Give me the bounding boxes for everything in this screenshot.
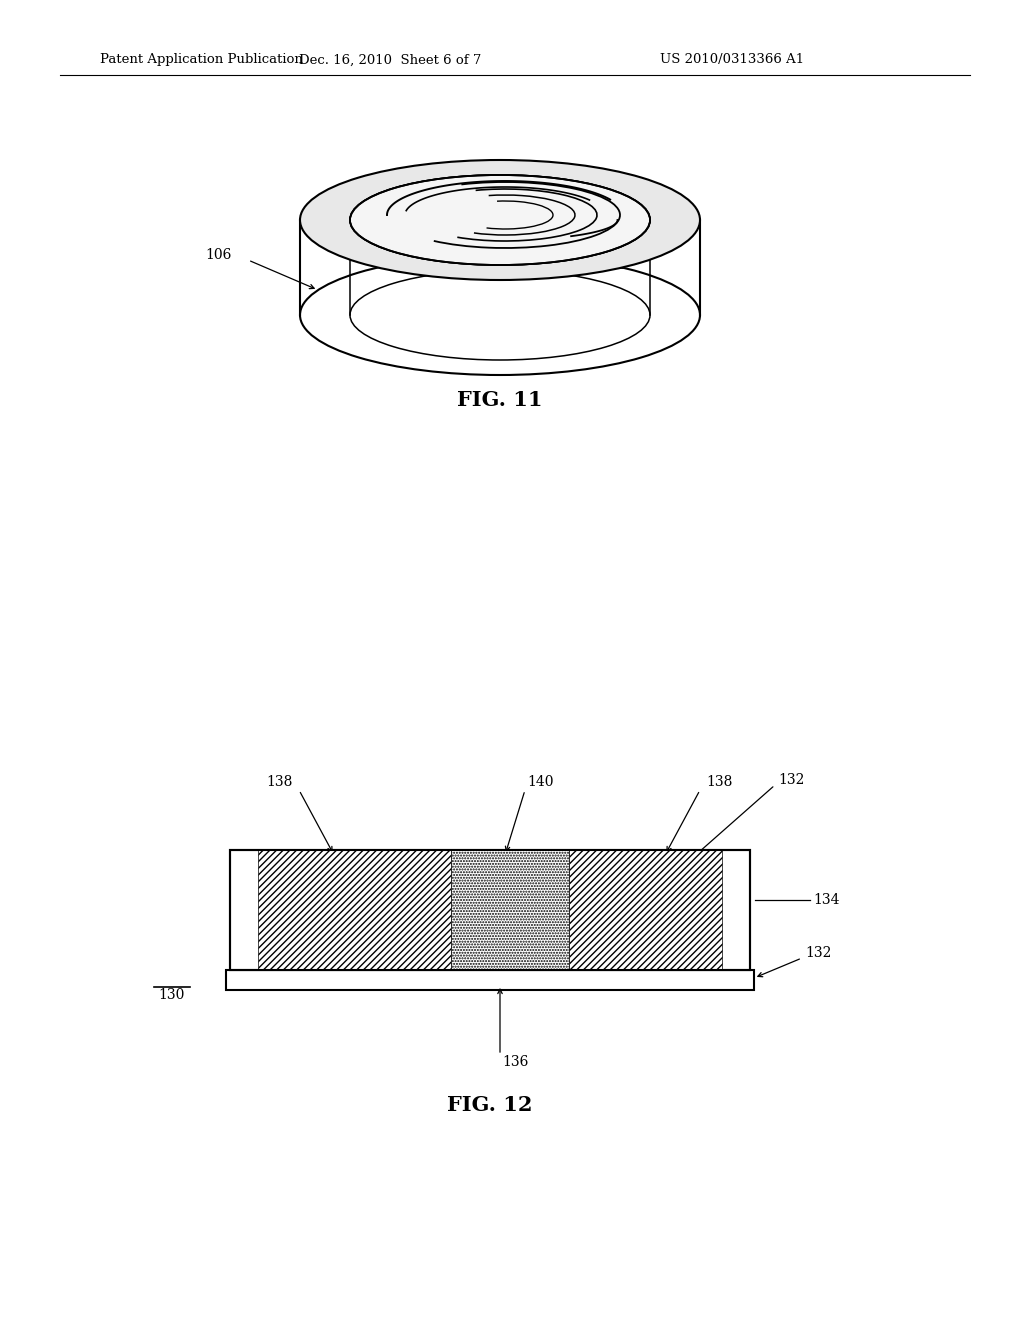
Text: 140: 140	[527, 775, 554, 789]
Text: 138: 138	[707, 775, 733, 789]
Text: 132: 132	[805, 946, 831, 960]
Text: 105: 105	[600, 257, 627, 272]
Text: 138: 138	[266, 775, 292, 789]
Ellipse shape	[350, 176, 650, 265]
Bar	[569, 850, 722, 970]
Text: 106: 106	[205, 248, 231, 261]
Text: FIG. 12: FIG. 12	[447, 1096, 532, 1115]
Text: US 2010/0313366 A1: US 2010/0313366 A1	[660, 54, 804, 66]
Text: Patent Application Publication: Patent Application Publication	[100, 54, 303, 66]
Text: FIG. 11: FIG. 11	[458, 389, 543, 411]
Ellipse shape	[300, 160, 700, 280]
Text: Dec. 16, 2010  Sheet 6 of 7: Dec. 16, 2010 Sheet 6 of 7	[299, 54, 481, 66]
Text: 132: 132	[778, 774, 805, 787]
Bar	[230, 850, 750, 970]
Text: 134: 134	[813, 894, 840, 907]
Bar	[451, 850, 569, 970]
Text: 136: 136	[502, 1055, 528, 1069]
Bar	[230, 850, 750, 970]
Text: 130: 130	[159, 987, 185, 1002]
Bar	[258, 850, 451, 970]
Bar	[226, 970, 754, 990]
Ellipse shape	[350, 176, 650, 265]
